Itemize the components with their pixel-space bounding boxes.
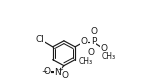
Text: +: +: [57, 67, 63, 73]
Text: O: O: [62, 71, 69, 80]
Text: −: −: [41, 69, 47, 75]
Text: O: O: [90, 27, 97, 36]
Text: O: O: [43, 67, 50, 76]
Text: P: P: [91, 37, 96, 46]
Text: Cl: Cl: [36, 35, 45, 44]
Text: CH₃: CH₃: [102, 52, 116, 61]
Text: O: O: [81, 37, 88, 46]
Text: O: O: [100, 44, 107, 53]
Text: N: N: [55, 68, 61, 77]
Text: CH₃: CH₃: [79, 57, 93, 66]
Text: O: O: [87, 48, 94, 57]
